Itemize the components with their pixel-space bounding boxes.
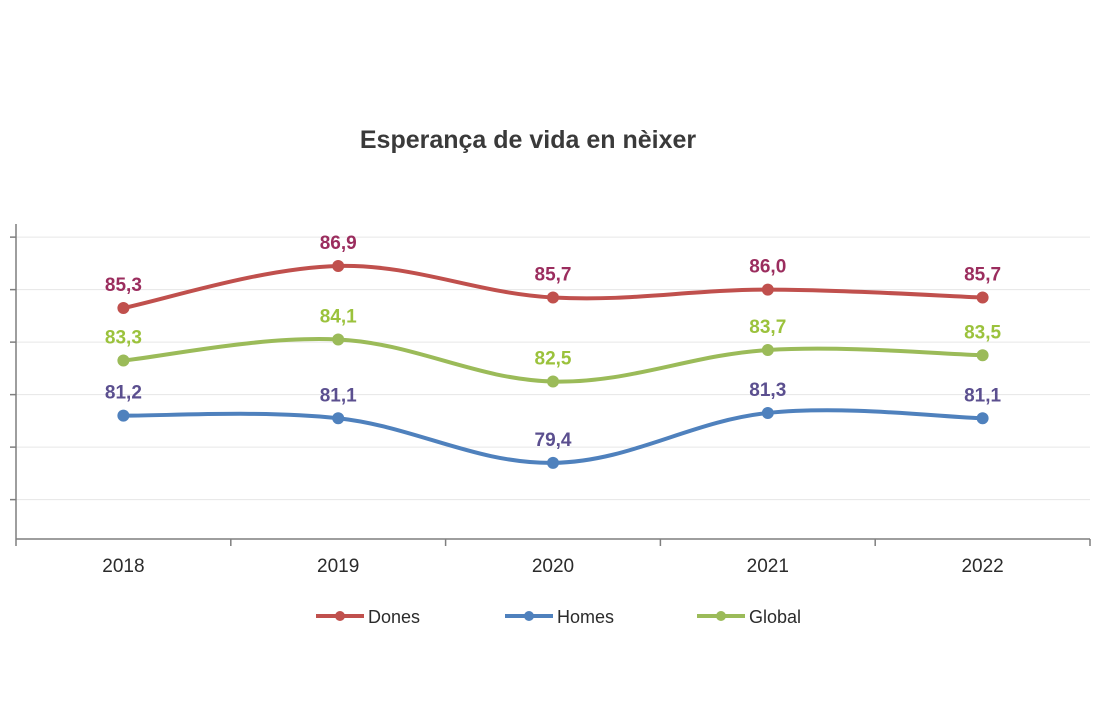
legend-item-global: Global (697, 607, 801, 627)
series-homes: 81,2 81,1 79,4 81,3 81,1 (105, 380, 1002, 469)
legend-label-dones: Dones (368, 607, 420, 627)
x-tick-label-2020: 2020 (532, 556, 574, 577)
data-label-dones-2019: 86,9 (320, 233, 357, 254)
data-point-global-2020 (547, 375, 559, 388)
data-label-homes-2021: 81,3 (749, 380, 786, 401)
series-global: 83,3 84,1 82,5 83,7 83,5 (105, 307, 1002, 388)
data-point-dones-2020 (547, 291, 559, 304)
data-label-homes-2020: 79,4 (535, 430, 572, 451)
data-label-global-2019: 84,1 (320, 307, 357, 328)
data-point-homes-2022 (976, 412, 989, 425)
legend-item-homes: Homes (505, 607, 614, 627)
data-label-dones-2021: 86,0 (749, 257, 786, 278)
data-label-global-2021: 83,7 (749, 317, 786, 338)
data-label-homes-2022: 81,1 (964, 385, 1001, 406)
data-point-dones-2019 (332, 260, 345, 272)
x-tick-labels: 2018 2019 2020 2021 2022 (102, 556, 1003, 577)
series-group: 85,3 86,9 85,7 86,0 85,7 81,2 81,1 79,4 81,3 81,1… (105, 233, 1002, 469)
data-point-homes-2021 (761, 407, 774, 419)
data-point-dones-2021 (761, 283, 774, 296)
data-label-homes-2019: 81,1 (320, 385, 357, 406)
x-tick-label-2021: 2021 (747, 556, 789, 577)
series-dones: 85,3 86,9 85,7 86,0 85,7 (105, 233, 1001, 314)
data-label-dones-2022: 85,7 (964, 265, 1001, 286)
data-label-global-2018: 83,3 (105, 328, 142, 349)
x-tick-label-2018: 2018 (102, 556, 144, 577)
axes (15, 224, 1091, 546)
data-label-dones-2020: 85,7 (535, 265, 572, 286)
legend-item-dones: Dones (316, 607, 420, 627)
legend-marker-dones (335, 611, 345, 621)
legend-label-homes: Homes (557, 607, 614, 627)
legend-marker-global (716, 611, 726, 621)
data-point-dones-2022 (976, 291, 989, 304)
gridlines (10, 236, 1090, 501)
data-point-homes-2019 (332, 412, 345, 425)
x-tick-label-2022: 2022 (961, 556, 1003, 577)
legend: Dones Homes Global (316, 607, 801, 627)
data-label-global-2022: 83,5 (964, 322, 1001, 343)
legend-label-global: Global (749, 607, 801, 627)
data-point-global-2019 (332, 333, 345, 346)
legend-marker-homes (524, 611, 534, 621)
data-point-global-2022 (976, 349, 989, 362)
data-point-homes-2020 (547, 456, 559, 469)
data-point-global-2018 (117, 354, 130, 367)
data-label-global-2020: 82,5 (535, 349, 572, 370)
data-point-global-2021 (761, 344, 774, 356)
x-tick-label-2019: 2019 (317, 556, 359, 577)
data-point-dones-2018 (117, 302, 130, 314)
data-point-homes-2018 (117, 409, 130, 422)
chart-title: Esperança de vida en nèixer (360, 126, 697, 154)
data-label-homes-2018: 81,2 (105, 383, 142, 404)
data-label-dones-2018: 85,3 (105, 275, 142, 296)
